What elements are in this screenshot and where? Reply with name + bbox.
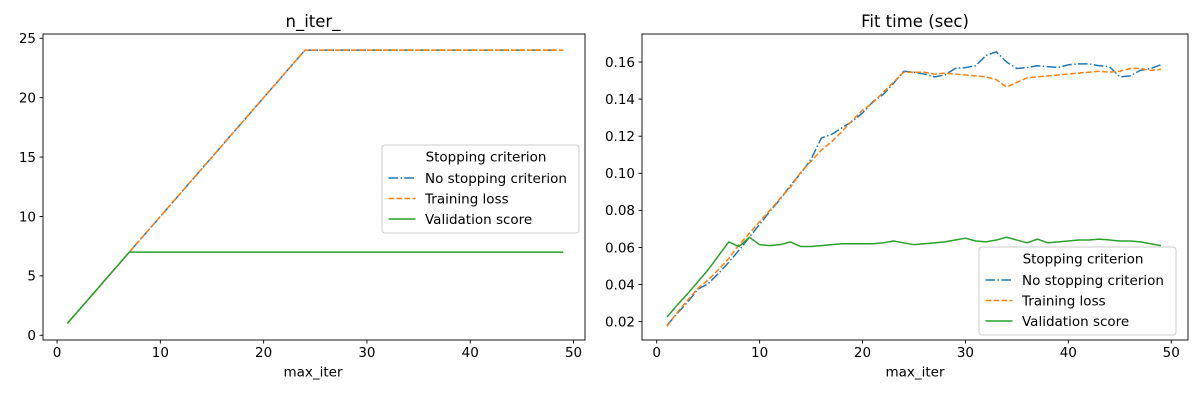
y-tick-label: 0.14 — [605, 92, 635, 108]
series-line-training-loss — [66, 49, 564, 324]
y-tick-label: 0 — [27, 328, 36, 344]
x-tick-label: 40 — [1060, 345, 1077, 361]
y-tick-label: 0.10 — [605, 166, 635, 182]
axes-spines — [42, 33, 586, 341]
x-tick-label: 20 — [255, 345, 272, 361]
series-line-validation-score — [666, 236, 1162, 318]
x-tick-label: 10 — [152, 345, 169, 361]
x-tick-label: 0 — [53, 345, 62, 361]
x-tick-label: 50 — [565, 345, 582, 361]
legend-title: Stopping criterion — [1023, 252, 1144, 268]
legend-label: Validation score — [425, 212, 532, 228]
left-plot-title: n_iter_ — [286, 12, 342, 32]
y-tick-label: 5 — [27, 269, 36, 285]
left-legend: Stopping criterion No stopping criterion… — [381, 144, 580, 234]
x-tick-label: 30 — [957, 345, 974, 361]
x-tick-label: 40 — [462, 345, 479, 361]
left-xaxis-label: max_iter — [283, 365, 343, 381]
series-line-validation-score — [66, 251, 564, 324]
x-tick-label: 10 — [751, 345, 768, 361]
right-legend: Stopping criterion No stopping criterion… — [978, 246, 1177, 336]
legend-frame — [978, 246, 1177, 336]
legend-label: Training loss — [424, 191, 509, 207]
y-tick-label: 10 — [19, 209, 36, 225]
y-tick-label: 0.04 — [605, 277, 635, 293]
y-tick-label: 0.06 — [605, 240, 635, 256]
y-tick-label: 25 — [19, 31, 36, 47]
legend-label: No stopping criterion — [425, 171, 567, 187]
legend-label: Validation score — [1022, 314, 1129, 330]
y-tick-label: 20 — [19, 90, 36, 106]
legend-label: Training loss — [1021, 293, 1106, 309]
legend-title: Stopping criterion — [426, 150, 547, 166]
series-line-no-stopping-criterion — [666, 51, 1162, 326]
series-line-training-loss — [666, 67, 1162, 327]
y-tick-label: 0.16 — [605, 55, 635, 71]
subplot-fit-time: 0 10 20 30 40 50 0.02 0.04 0.06 0.08 0.10 0.12 0.14 0… — [605, 33, 1189, 361]
legend-label: No stopping criterion — [1022, 273, 1164, 289]
y-tick-label: 15 — [19, 150, 36, 166]
x-tick-label: 50 — [1163, 345, 1180, 361]
y-tick-label: 0.02 — [605, 314, 635, 330]
subplot-n-iter: 0 10 20 30 40 50 0 5 10 15 20 25 — [19, 31, 586, 361]
axes-spines — [641, 33, 1189, 341]
y-tick-label: 0.12 — [605, 129, 635, 145]
x-tick-label: 30 — [358, 345, 375, 361]
x-tick-label: 20 — [854, 345, 871, 361]
x-tick-label: 0 — [652, 345, 661, 361]
legend-frame — [381, 144, 580, 234]
y-tick-label: 0.08 — [605, 203, 635, 219]
right-plot-title: Fit time (sec) — [861, 12, 969, 31]
right-xaxis-label: max_iter — [885, 365, 945, 381]
